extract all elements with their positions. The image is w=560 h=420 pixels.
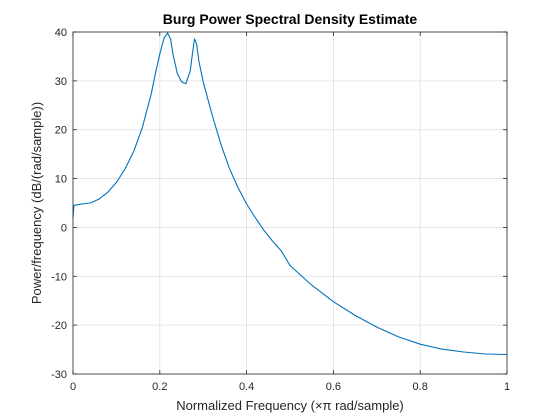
y-axis-label: Power/frequency (dB/(rad/sample)): [29, 102, 44, 304]
x-tick-label: 0.8: [413, 381, 428, 393]
y-tick-label: -30: [51, 369, 67, 381]
x-tick-label: 0: [70, 381, 76, 393]
y-tick-label: -10: [51, 271, 67, 283]
chart-title: Burg Power Spectral Density Estimate: [163, 11, 418, 27]
y-tick-labels: -30 -20 -10 0 10 20 30 40: [51, 27, 67, 381]
x-tick-label: 0.2: [152, 381, 167, 393]
x-tick-labels: 0 0.2 0.4 0.6 0.8 1: [70, 381, 510, 393]
axes-box: [72, 31, 508, 375]
y-tick-label: 20: [55, 125, 67, 137]
y-tick-label: 0: [61, 222, 67, 234]
psd-series-line: [72, 32, 508, 356]
y-tick-label: -20: [51, 320, 67, 332]
series-group: [72, 32, 508, 356]
y-tick-label: 30: [55, 76, 67, 88]
y-tick-label: 10: [55, 174, 67, 186]
x-tick-label: 1: [504, 381, 510, 393]
plot-area: [73, 32, 507, 374]
ticks: [72, 31, 508, 375]
x-axis-label: Normalized Frequency (×π rad/sample): [176, 398, 404, 413]
y-tick-label: 40: [55, 27, 67, 39]
x-tick-label: 0.6: [326, 381, 341, 393]
x-tick-label: 0.4: [239, 381, 254, 393]
